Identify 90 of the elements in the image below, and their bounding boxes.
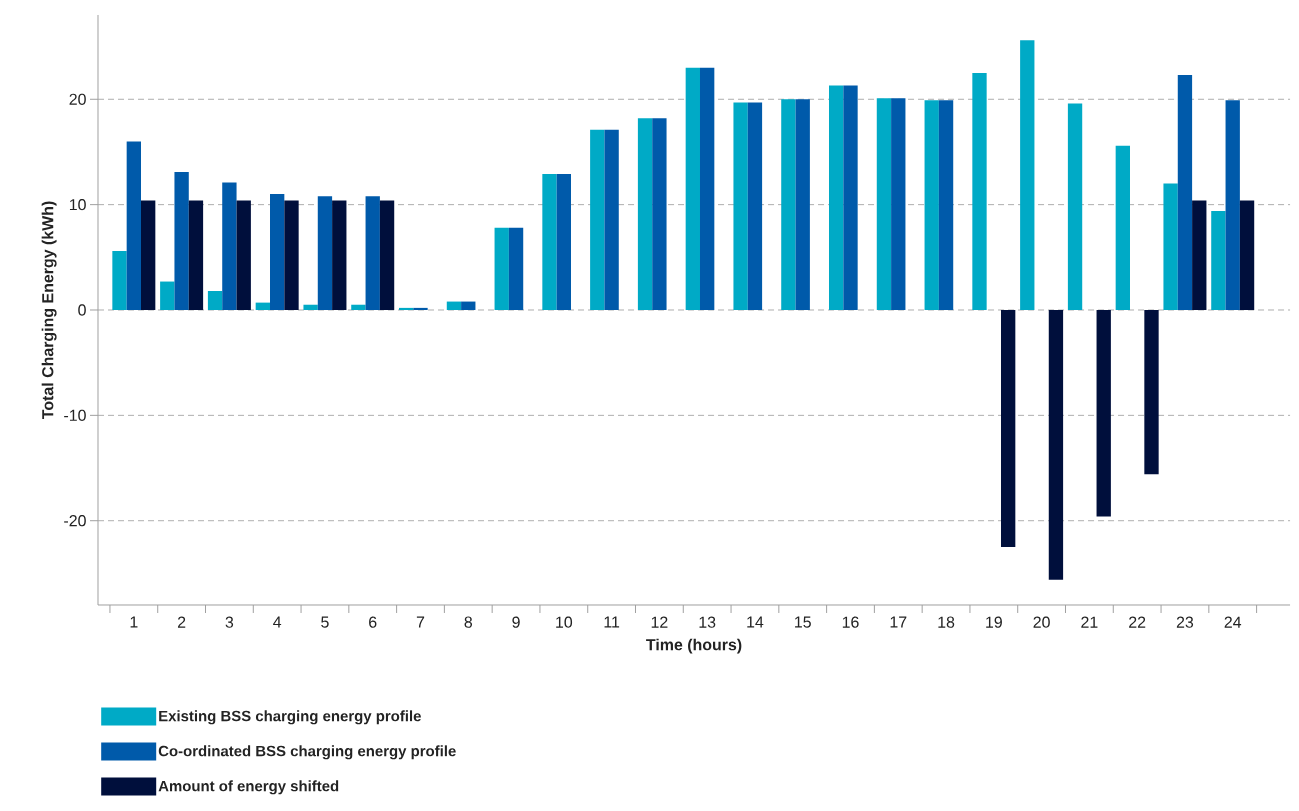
- bar: [332, 200, 347, 310]
- bar: [126, 141, 141, 310]
- y-axis-title: Total Charging Energy (kWh): [41, 201, 57, 420]
- x-tick-label: 1: [130, 616, 138, 628]
- bar: [556, 174, 571, 310]
- bar: [379, 200, 395, 310]
- bar: [685, 67, 700, 310]
- bar: [542, 174, 557, 310]
- x-tick-label: 24: [1224, 616, 1242, 628]
- bar: [1177, 75, 1193, 310]
- x-tick-label: 18: [938, 616, 955, 628]
- bar: [637, 118, 653, 310]
- bar: [1163, 183, 1178, 310]
- x-tick-label: 17: [890, 616, 907, 628]
- y-tick-label: 20: [69, 93, 86, 105]
- bar: [174, 171, 189, 310]
- bar: [365, 196, 380, 310]
- legend-label: Amount of energy shifted: [158, 780, 339, 795]
- bar: [284, 200, 299, 310]
- bar: [876, 98, 892, 310]
- y-tick-label: 10: [69, 199, 86, 211]
- x-tick-label: 5: [321, 616, 329, 628]
- bar: [270, 194, 285, 310]
- bar: [207, 291, 223, 310]
- x-tick-label: 23: [1176, 616, 1194, 628]
- bar: [1192, 200, 1207, 310]
- bar: [604, 129, 619, 310]
- bar: [700, 67, 715, 310]
- bar: [508, 227, 524, 310]
- bar: [141, 200, 156, 310]
- x-tick-label: 11: [604, 616, 620, 628]
- bar: [891, 98, 906, 310]
- bar: [590, 129, 605, 310]
- x-tick-label: 13: [699, 616, 716, 628]
- bar: [351, 304, 366, 310]
- bar: [446, 301, 462, 310]
- y-tick-label: -10: [64, 409, 86, 421]
- bar: [303, 304, 318, 310]
- bar: [1144, 309, 1159, 475]
- bar: [494, 227, 509, 310]
- x-tick-label: 22: [1129, 616, 1146, 628]
- x-tick-label: 20: [1033, 616, 1050, 628]
- x-tick-label: 10: [556, 616, 573, 628]
- x-tick-label: 19: [986, 616, 1002, 628]
- x-tick-label: 4: [273, 616, 282, 628]
- bar: [317, 196, 333, 310]
- bar: [1048, 309, 1064, 580]
- bar: [924, 100, 939, 310]
- bar: [795, 99, 810, 310]
- bar: [829, 85, 844, 310]
- bar: [236, 200, 251, 310]
- bar: [1067, 103, 1083, 310]
- x-tick-label: 7: [416, 616, 425, 628]
- x-tick-label: 15: [795, 616, 811, 628]
- bar: [843, 85, 858, 310]
- bar: [652, 118, 667, 310]
- bar: [222, 182, 237, 310]
- bar: [1211, 210, 1226, 310]
- bar: [1115, 145, 1130, 310]
- bar: [188, 200, 204, 310]
- bar: [112, 250, 127, 310]
- bar: [461, 301, 476, 310]
- x-tick-label: 8: [464, 616, 473, 628]
- x-tick-label: 14: [747, 616, 764, 628]
- bar: [255, 302, 270, 310]
- bar: [938, 100, 954, 310]
- x-axis-title: Time (hours): [646, 638, 742, 654]
- bar: [1000, 309, 1016, 548]
- bar: [1020, 40, 1035, 310]
- legend-label: Co-ordinated BSS charging energy profile: [158, 745, 456, 760]
- bar: [1096, 309, 1111, 517]
- bar: [972, 72, 987, 310]
- y-tick-label: 0: [78, 304, 86, 316]
- bar: [733, 102, 748, 310]
- bar: [399, 307, 414, 310]
- bar: [413, 307, 428, 310]
- x-tick-label: 6: [369, 616, 377, 628]
- x-tick-label: 2: [177, 616, 186, 628]
- bar: [160, 281, 175, 310]
- legend-label: Existing BSS charging energy profile: [159, 710, 421, 725]
- x-tick-label: 16: [842, 616, 859, 628]
- bar: [1239, 200, 1255, 310]
- y-tick-label: -20: [64, 515, 86, 527]
- bar: [781, 99, 796, 310]
- bar: [1225, 100, 1240, 310]
- bar: [747, 102, 763, 310]
- x-tick-label: 3: [225, 616, 234, 628]
- x-tick-label: 21: [1081, 616, 1098, 628]
- x-tick-label: 9: [512, 616, 520, 628]
- x-tick-label: 12: [651, 616, 668, 628]
